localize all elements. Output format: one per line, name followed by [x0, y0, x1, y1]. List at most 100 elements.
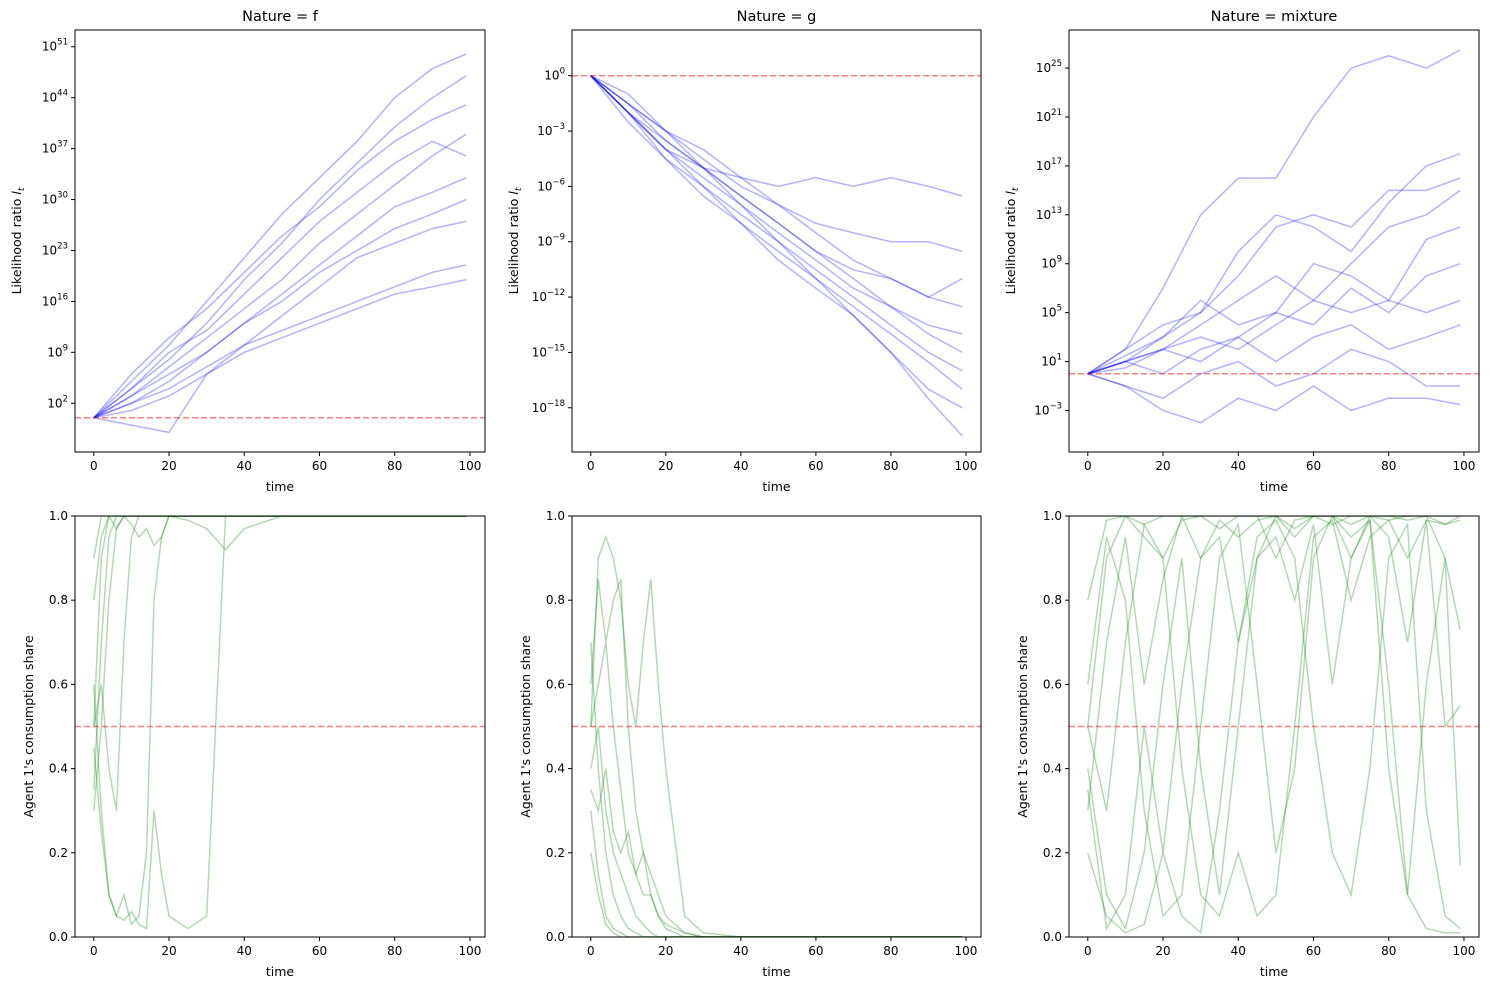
y-axis-label: Likelihood ratio lt	[506, 187, 524, 294]
x-tick-label: 20	[1155, 944, 1170, 958]
x-tick-label: 60	[808, 944, 823, 958]
x-axis-label: time	[266, 964, 295, 979]
series-line-6	[590, 852, 963, 937]
x-axis-label: time	[266, 479, 295, 494]
y-tick-label: 10−3	[537, 122, 565, 138]
series-group	[75, 516, 485, 930]
y-tick-label: 101	[1041, 353, 1062, 369]
y-tick-label: 0.4	[49, 762, 68, 776]
series-line-7	[590, 642, 963, 937]
series-line-9	[1087, 348, 1461, 400]
x-tick-label: 60	[808, 459, 823, 473]
y-tick-label: 0.8	[1043, 593, 1062, 607]
series-line-4	[93, 133, 467, 419]
x-tick-label: 20	[658, 944, 673, 958]
y-tick-label: 100	[544, 67, 565, 83]
x-tick-label: 40	[237, 944, 252, 958]
x-tick-label: 0	[587, 459, 595, 473]
series-line-7	[590, 75, 963, 409]
series-line-3	[590, 726, 963, 937]
series-line-2	[590, 578, 963, 937]
series-line-6	[93, 177, 467, 419]
y-tick-label: 0.4	[546, 762, 565, 776]
x-tick-label: 0	[90, 459, 98, 473]
x-tick-label: 40	[1231, 459, 1246, 473]
y-tick-label: 1.0	[1043, 509, 1062, 523]
y-tick-label: 10−12	[532, 288, 565, 304]
x-tick-label: 20	[161, 459, 176, 473]
x-tick-label: 80	[883, 459, 898, 473]
y-tick-label: 0.8	[49, 593, 68, 607]
series-line-5	[93, 516, 467, 930]
series-line-8	[1087, 324, 1461, 375]
x-tick-label: 60	[312, 944, 327, 958]
x-tick-label: 80	[883, 944, 898, 958]
x-tick-label: 100	[459, 944, 482, 958]
y-axis-label: Agent 1's consumption share	[518, 635, 533, 818]
x-tick-label: 100	[955, 944, 978, 958]
x-tick-label: 60	[1306, 944, 1321, 958]
series-line-5	[1087, 226, 1461, 375]
y-tick-label: 10−18	[532, 399, 565, 415]
subplot-5: 0 20 40 60 80 100 0.0 0.2 0.4 0.6 0.8 1.0 time Agent …	[518, 509, 982, 979]
subplot-4: 0 20 40 60 80 100 0.0 0.2 0.4 0.6 0.8 1.0 time Agent …	[21, 509, 486, 979]
y-tick-label: 1023	[42, 241, 68, 257]
x-axis-label: time	[1260, 479, 1289, 494]
y-tick-label: 0.0	[546, 930, 565, 944]
x-tick-label: 60	[1306, 459, 1321, 473]
subplot-3: 0 20 40 60 80 100 10−3 101 105 109 1013 1017 1021 102…	[1003, 9, 1480, 494]
y-axis-label: Likelihood ratio lt	[1003, 187, 1021, 294]
series-line-3	[590, 75, 963, 308]
y-tick-label: 0.6	[1043, 677, 1062, 691]
y-tick-label: 1.0	[49, 509, 68, 523]
series-line-7	[93, 516, 467, 811]
y-tick-label: 10−9	[537, 233, 565, 249]
series-line-7	[93, 198, 467, 419]
y-axis-label: Agent 1's consumption share	[21, 635, 36, 818]
series-line-6	[93, 516, 467, 601]
series-line-5	[1087, 518, 1461, 935]
axes-frame	[74, 29, 486, 453]
y-tick-label: 10−3	[1034, 401, 1062, 417]
subplot-1: 0 20 40 60 80 100 102 109 1016 1023 1030 1037 1044 10…	[9, 9, 486, 494]
x-tick-label: 100	[1453, 459, 1476, 473]
series-group	[75, 53, 485, 434]
y-axis-label: Likelihood ratio lt	[9, 187, 27, 294]
series-line-6	[590, 75, 963, 390]
series-group	[572, 534, 981, 937]
x-tick-label: 20	[1155, 459, 1170, 473]
series-line-2	[93, 75, 467, 419]
series-line-1	[590, 534, 963, 937]
subplot-6: 0 20 40 60 80 100 0.0 0.2 0.4 0.6 0.8 1.0 time Agent …	[1015, 509, 1480, 979]
series-line-7	[1087, 518, 1461, 918]
series-line-6	[1087, 262, 1461, 375]
y-tick-label: 1037	[42, 140, 68, 156]
x-tick-label: 80	[387, 459, 402, 473]
x-tick-label: 0	[1084, 944, 1092, 958]
y-tick-label: 0.2	[546, 846, 565, 860]
series-line-5	[590, 642, 963, 937]
series-line-1	[93, 516, 467, 727]
subplot-2: 0 20 40 60 80 100 100 10−3 10−6 10−9 10−12 10−15 10−…	[506, 9, 982, 494]
y-tick-label: 1051	[42, 38, 68, 54]
subplot-title: Nature = mixture	[1211, 9, 1338, 25]
subplot-title: Nature = f	[242, 9, 319, 25]
series-line-10	[1087, 373, 1461, 424]
series-line-9	[93, 264, 467, 419]
series-line-8	[93, 220, 467, 434]
y-tick-label: 105	[1041, 304, 1062, 320]
x-tick-label: 80	[1381, 944, 1396, 958]
x-axis-label: time	[762, 964, 791, 979]
x-tick-label: 0	[1084, 459, 1092, 473]
series-line-10	[93, 278, 467, 419]
y-tick-label: 1030	[42, 191, 68, 207]
y-tick-label: 1013	[1036, 206, 1062, 222]
y-tick-label: 0.2	[49, 846, 68, 860]
y-tick-label: 1044	[42, 89, 68, 105]
series-line-3	[1087, 177, 1461, 375]
y-tick-label: 109	[1041, 255, 1062, 271]
series-line-2	[1087, 516, 1461, 811]
y-tick-label: 0.6	[546, 677, 565, 691]
axes-frame	[571, 29, 982, 453]
